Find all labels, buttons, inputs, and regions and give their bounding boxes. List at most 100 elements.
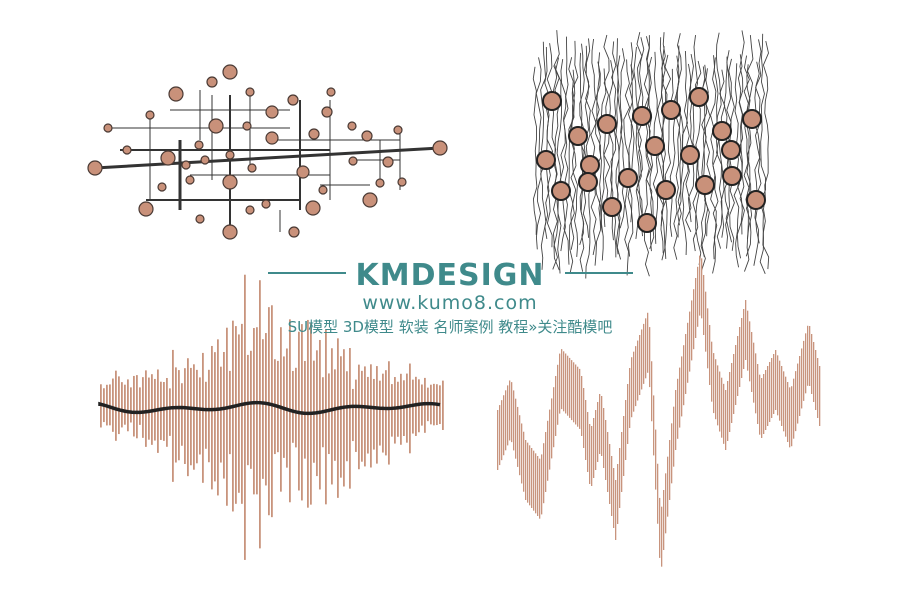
circuit-dot xyxy=(261,199,271,209)
zigzag-bar xyxy=(697,266,699,327)
zigzag-bar xyxy=(767,366,769,426)
zigzag-bar xyxy=(705,291,707,352)
zigzag-bar xyxy=(589,424,591,484)
circuit-dot xyxy=(382,156,394,168)
zigzag-bar xyxy=(573,362,575,423)
wave-bar xyxy=(127,379,129,432)
wave-bar xyxy=(325,329,327,505)
wave-bar xyxy=(358,364,360,470)
zigzag-bar xyxy=(813,342,815,402)
wave-bar xyxy=(166,377,168,447)
zigzag-bar xyxy=(533,450,535,511)
wave-bar xyxy=(355,379,357,452)
zigzag-bar xyxy=(753,342,755,403)
zigzag-bar xyxy=(807,325,809,386)
wavy-line xyxy=(560,58,567,252)
wave-bar xyxy=(400,373,402,445)
zigzag-bar xyxy=(537,456,539,516)
zigzag-bar xyxy=(791,386,793,447)
zigzag-bar xyxy=(795,371,797,432)
wavy-line xyxy=(736,54,744,259)
wavy-line xyxy=(664,54,672,259)
zigzag-bar xyxy=(545,432,547,492)
zigzag-bar xyxy=(567,355,569,416)
wave-bar xyxy=(394,377,396,444)
circuit-dot xyxy=(200,155,210,165)
zigzag-bar xyxy=(771,358,773,418)
zigzag-bar xyxy=(607,432,609,492)
wavy-line xyxy=(601,68,607,261)
zigzag-bar xyxy=(541,454,543,515)
zigzag-bar xyxy=(557,364,559,425)
circuit-dot xyxy=(145,110,155,120)
wave-bar xyxy=(145,370,147,447)
wave-bar xyxy=(139,387,141,425)
wave-bar xyxy=(211,345,213,490)
wavy-circle xyxy=(695,175,715,195)
zigzag-bar xyxy=(713,353,715,414)
zigzag-bar xyxy=(529,445,531,506)
wave-bar xyxy=(241,323,243,504)
wave-bar xyxy=(376,366,378,464)
zigzag-bar xyxy=(543,443,545,504)
wave-bar xyxy=(328,373,330,455)
wavy-line xyxy=(643,36,650,277)
zigzag-bar xyxy=(769,362,771,422)
wave-bar xyxy=(112,378,114,432)
zigzag-bar xyxy=(497,410,499,470)
zigzag-bar xyxy=(681,356,683,417)
wave-bar xyxy=(202,352,204,483)
wave-bar xyxy=(142,377,144,438)
wave-bar xyxy=(265,333,267,486)
zigzag-bar xyxy=(549,409,551,470)
wavy-line xyxy=(546,43,554,248)
zigzag-bar xyxy=(667,456,669,517)
zigzag-bar xyxy=(503,395,505,456)
zigzag-bar xyxy=(575,364,577,425)
zigzag-bar xyxy=(499,405,501,466)
zigzag-bar xyxy=(511,382,513,443)
zigzag-bar xyxy=(621,432,623,492)
zigzag-bar xyxy=(737,336,739,396)
circuit-dot xyxy=(181,160,191,170)
circuit-dot xyxy=(397,177,407,187)
wave-bar xyxy=(217,339,219,496)
wave-bar xyxy=(178,370,180,461)
wavy-line xyxy=(733,63,741,268)
circuit-dot xyxy=(222,64,238,80)
wave-bar xyxy=(388,361,390,465)
zigzag-bar xyxy=(513,390,515,451)
zigzag-bar xyxy=(603,408,605,468)
zigzag-wave-art xyxy=(497,255,821,567)
wave-bar xyxy=(337,338,339,498)
zigzag-bar xyxy=(723,383,725,444)
zigzag-bar xyxy=(743,309,745,369)
zigzag-bar xyxy=(593,418,595,478)
wavy-line xyxy=(627,64,635,257)
zigzag-bar xyxy=(689,311,691,372)
wavy-circle xyxy=(661,100,681,120)
zigzag-bar xyxy=(645,318,647,379)
wavy-circle xyxy=(551,181,571,201)
wave-bar xyxy=(244,274,246,560)
wavy-line xyxy=(687,53,695,223)
zigzag-bar xyxy=(627,384,629,444)
circuit-dot xyxy=(361,130,373,142)
wavy-line xyxy=(675,45,682,238)
zigzag-bar xyxy=(725,390,727,450)
zigzag-bar xyxy=(583,388,585,448)
zigzag-bar xyxy=(519,415,521,476)
zigzag-bar xyxy=(563,351,565,412)
wave-bar xyxy=(223,351,225,479)
zigzag-bar xyxy=(751,332,753,392)
wave-bar xyxy=(271,305,273,518)
wave-bar xyxy=(235,326,237,504)
zigzag-bar xyxy=(687,322,689,383)
wave-bar xyxy=(118,376,120,435)
circuit-line xyxy=(94,146,441,170)
zigzag-bar xyxy=(631,357,633,418)
circuit-dot xyxy=(157,182,167,192)
wavy-circle xyxy=(742,109,762,129)
zigzag-bar xyxy=(579,368,581,429)
wavy-circle xyxy=(689,87,709,107)
